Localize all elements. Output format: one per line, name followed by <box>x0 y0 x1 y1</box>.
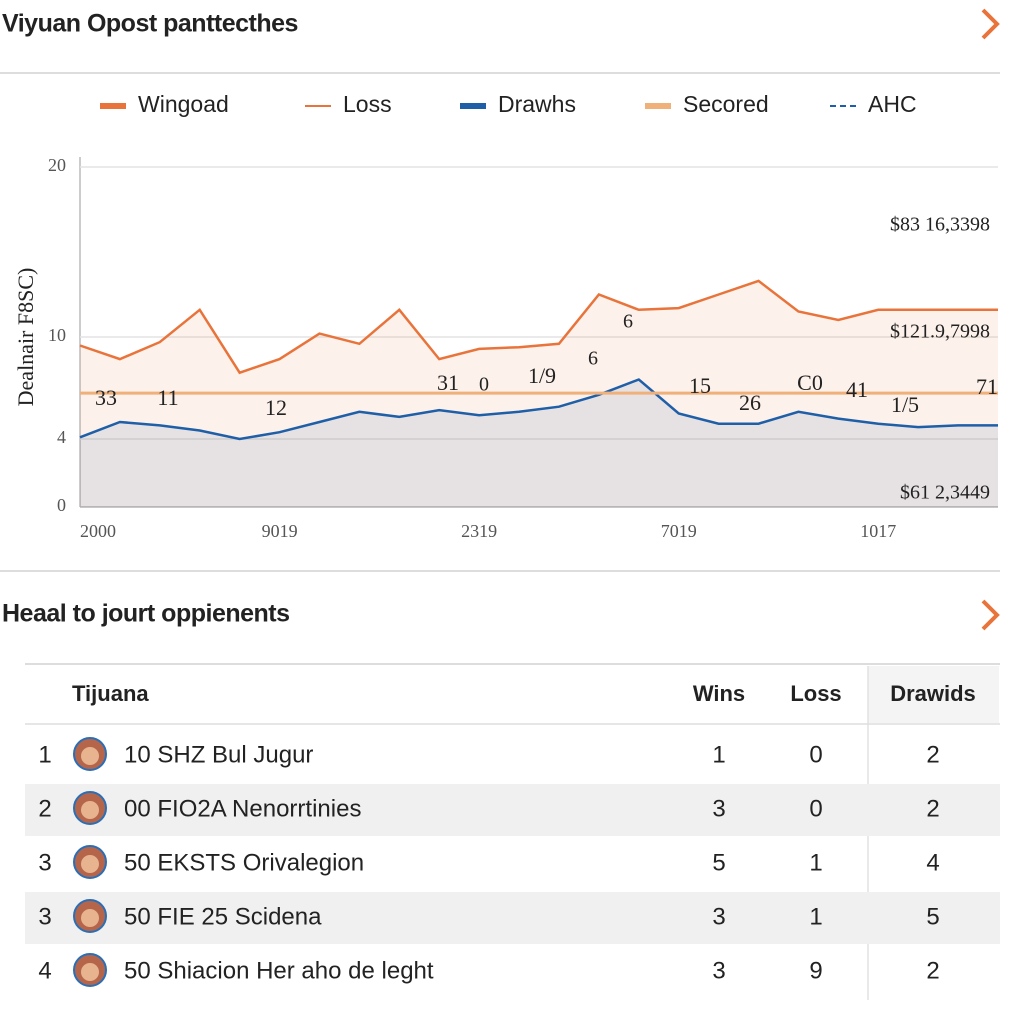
annotation: 1/5 <box>891 392 919 417</box>
cell: 1 <box>809 849 822 876</box>
legend-label: Wingoad <box>138 91 229 117</box>
table-row[interactable]: 3 50 EKSTS Orivalegion 5 1 4 <box>38 845 940 879</box>
column-header: Loss <box>790 681 841 706</box>
y-tick-label: 4 <box>57 427 66 447</box>
annotation: 41 <box>846 377 868 402</box>
cell: 3 <box>712 795 725 822</box>
cell: 0 <box>809 795 822 822</box>
annotation: 71 <box>976 374 998 399</box>
y-tick-label: 10 <box>48 325 66 345</box>
cell: 2 <box>926 795 939 822</box>
annotation: 6 <box>623 311 633 333</box>
y-tick-label: 20 <box>48 155 66 175</box>
cell: 2 <box>926 957 939 984</box>
opponent-name: 10 SHZ Bul Jugur <box>124 741 313 768</box>
x-tick-label: 9019 <box>262 521 298 541</box>
cell: 3 <box>38 903 51 930</box>
annotation: C0 <box>797 370 823 395</box>
cell: 2 <box>38 795 51 822</box>
cell: 1 <box>38 741 51 768</box>
opponent-name: 50 Shiacion Her aho de leght <box>124 957 434 984</box>
annotation: 12 <box>265 395 287 420</box>
avatar-face <box>81 855 99 873</box>
annotation: $61 2,3449 <box>900 482 990 504</box>
avatar-face <box>81 747 99 765</box>
cell: 5 <box>712 849 725 876</box>
annotation: 15 <box>689 373 711 398</box>
annotation: $83 16,3398 <box>890 214 990 236</box>
cell: 1 <box>809 903 822 930</box>
annotation: $121.9,7998 <box>890 321 990 343</box>
series-line <box>79 279 998 375</box>
cell: 5 <box>926 903 939 930</box>
x-tick-label: 7019 <box>661 521 697 541</box>
legend-label: Drawhs <box>498 91 576 117</box>
cell: 3 <box>712 903 725 930</box>
legend-label: Secored <box>683 91 769 117</box>
y-axis-label: Dealnair F8SC) <box>13 268 38 407</box>
section-title: Viyuan Opost panttecthes <box>2 10 298 38</box>
column-header: Tijuana <box>72 681 149 706</box>
x-tick-label: 1017 <box>860 521 896 541</box>
x-tick-label: 2319 <box>461 521 497 541</box>
y-tick-label: 0 <box>57 495 66 515</box>
annotation: 31 <box>437 370 459 395</box>
avatar-face <box>81 801 99 819</box>
series-area <box>80 379 998 507</box>
opponent-name: 50 FIE 25 Scidena <box>124 903 322 930</box>
table-row[interactable]: 4 50 Shiacion Her aho de leght 3 9 2 <box>38 953 940 987</box>
legend-label: AHC <box>868 91 917 117</box>
column-header: Drawids <box>890 681 976 706</box>
cell: 9 <box>809 957 822 984</box>
annotation: 6 <box>588 348 598 370</box>
legend-label: Loss <box>343 91 392 117</box>
opponent-name: 50 EKSTS Orivalegion <box>124 849 364 876</box>
cell: 3 <box>38 849 51 876</box>
annotation: 11 <box>157 385 178 410</box>
row-bg <box>25 892 1000 944</box>
avatar-face <box>81 909 99 927</box>
cell: 3 <box>712 957 725 984</box>
opponent-name: 00 FIO2A Nenorrtinies <box>124 795 361 822</box>
cell: 2 <box>926 741 939 768</box>
annotation: 33 <box>95 385 117 410</box>
table-row[interactable]: 3 50 FIE 25 Scidena 3 1 5 <box>38 899 940 933</box>
avatar-face <box>81 963 99 981</box>
annotation: 0 <box>479 374 489 396</box>
cell: 1 <box>712 741 725 768</box>
series-line <box>79 378 998 441</box>
cell: 4 <box>38 957 51 984</box>
table-row[interactable]: 2 00 FIO2A Nenorrtinies 3 0 2 <box>38 791 940 825</box>
cell: 0 <box>809 741 822 768</box>
section-title: Heaal to jourt oppienents <box>2 600 290 628</box>
annotation: 1/9 <box>528 363 556 388</box>
chevron[interactable] <box>981 599 1000 631</box>
annotation: 26 <box>739 390 761 415</box>
column-header: Wins <box>693 681 745 706</box>
chevron[interactable] <box>981 8 1000 40</box>
x-tick-label: 2000 <box>80 521 116 541</box>
drawids-header-bg <box>868 666 999 723</box>
row-bg <box>25 784 1000 836</box>
table-row[interactable]: 1 10 SHZ Bul Jugur 1 0 2 <box>38 737 940 771</box>
cell: 4 <box>926 849 939 876</box>
